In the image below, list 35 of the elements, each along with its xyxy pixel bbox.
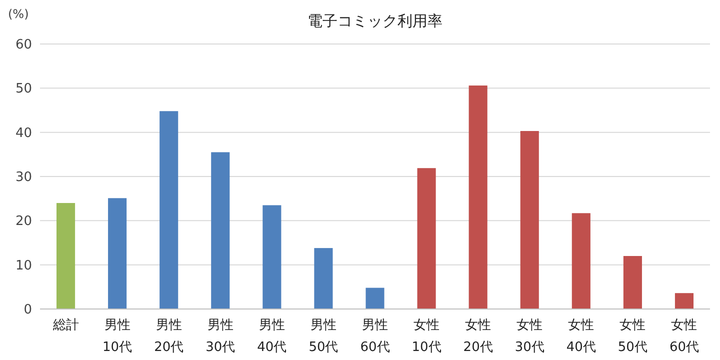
bar	[160, 111, 178, 309]
bar	[572, 213, 590, 309]
x-tick-label: 女性 10代	[412, 318, 442, 355]
y-tick-label: 30	[15, 170, 32, 186]
bar	[468, 86, 488, 309]
x-tick-label: 男性 10代	[102, 318, 132, 355]
y-tick-label: 10	[15, 258, 32, 274]
x-tick-label: 男性 20代	[154, 318, 184, 355]
x-tick-label: 男性 50代	[308, 318, 338, 355]
bar	[314, 248, 333, 309]
bar	[108, 198, 127, 309]
y-tick-label: 60	[15, 38, 32, 53]
bar	[262, 205, 282, 309]
bar	[417, 168, 436, 309]
y-tick-label: 40	[15, 126, 32, 141]
bar	[520, 131, 539, 309]
bar	[366, 288, 384, 309]
x-tick-label: 男性 60代	[360, 318, 390, 355]
bar	[623, 256, 642, 309]
x-tick-label: 女性 30代	[514, 318, 544, 355]
y-tick-label: 20	[15, 214, 32, 230]
bar	[56, 203, 76, 309]
y-tick-label: 0	[24, 302, 32, 318]
x-tick-label: 男性 40代	[257, 318, 287, 355]
bar	[211, 152, 230, 309]
y-axis-title: (%)	[8, 7, 29, 21]
chart-title: 電子コミック利用率	[308, 12, 442, 30]
x-tick-label: 男性 30代	[206, 318, 236, 355]
x-tick-label: 女性 40代	[566, 318, 596, 355]
x-tick-label: 総計	[52, 318, 79, 333]
x-tick-label: 女性 20代	[463, 318, 493, 355]
bar	[674, 293, 694, 309]
x-tick-label: 女性 60代	[669, 318, 700, 355]
x-tick-label: 女性 50代	[618, 318, 648, 355]
y-tick-label: 50	[15, 82, 32, 97]
